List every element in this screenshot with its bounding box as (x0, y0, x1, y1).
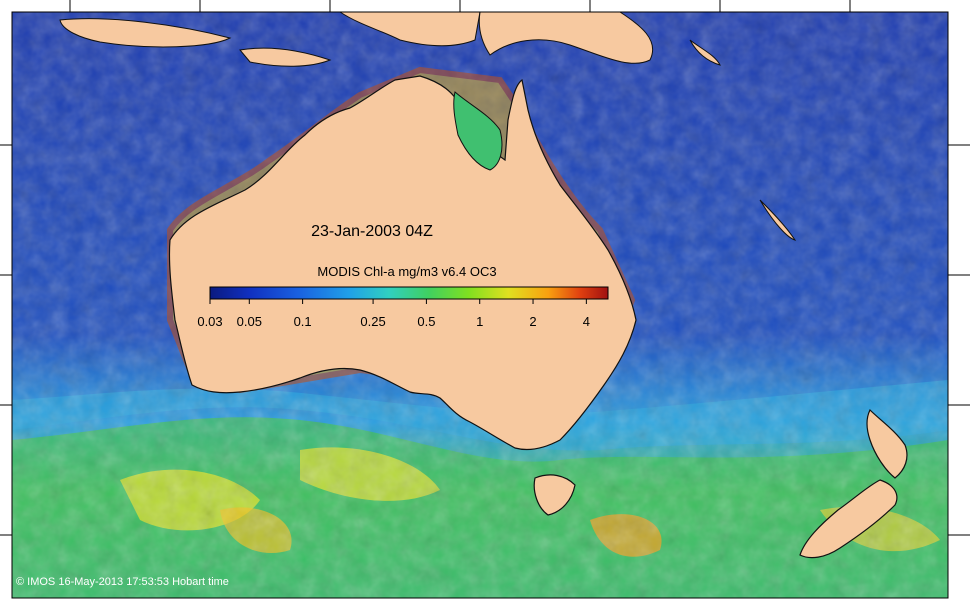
colorbar-ticks: 0.03 0.05 0.1 0.25 0.5 1 2 4 (197, 299, 590, 329)
island-lesser-sunda (239, 47, 332, 67)
credit-text: © IMOS 16-May-2013 17:53:53 Hobart time (16, 576, 229, 588)
date-label: 23-Jan-2003 04Z (311, 223, 433, 240)
colorbar-tick-label: 0.25 (360, 314, 385, 329)
product-label: MODIS Chl-a mg/m3 v6.4 OC3 (317, 264, 496, 279)
map-border (11, 11, 949, 599)
island-small (548, 12, 560, 16)
colorbar-tick-label: 1 (476, 314, 483, 329)
island-new-guinea-west (338, 11, 481, 47)
island-solomon (689, 39, 721, 66)
island-java (59, 18, 232, 48)
tasmania (533, 474, 576, 516)
colorbar-tick-label: 4 (583, 314, 590, 329)
colorbar-tick-label: 0.5 (417, 314, 435, 329)
colorbar-tick-label: 2 (529, 314, 536, 329)
island-new-caledonia (759, 199, 797, 241)
new-zealand-south-island (799, 479, 898, 559)
colorbar-tick-label: 0.05 (237, 314, 262, 329)
new-zealand-north-island (866, 408, 908, 479)
australia (168, 75, 637, 451)
gulf-of-carpentaria (453, 91, 503, 171)
colorbar-tick-label: 0.03 (197, 314, 222, 329)
frame-ticks (0, 0, 970, 536)
colorbar (209, 286, 609, 300)
island-new-guinea (478, 11, 654, 64)
colorbar-tick-label: 0.1 (294, 314, 312, 329)
